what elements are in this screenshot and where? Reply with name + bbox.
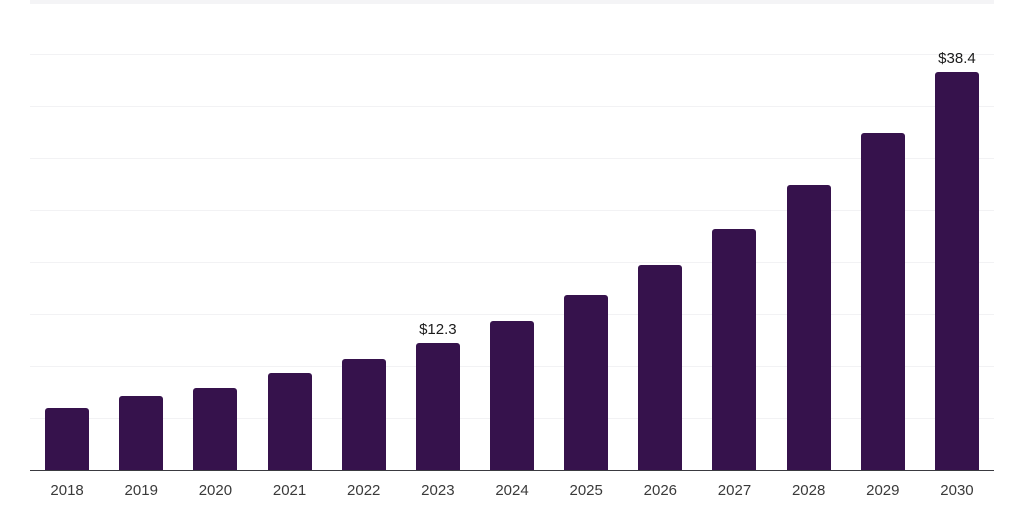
bar-band-2027 — [697, 0, 771, 471]
bar-2019 — [119, 396, 164, 471]
gridline-30 — [30, 158, 994, 159]
x-tick-2020: 2020 — [198, 482, 233, 499]
x-tick-2028: 2028 — [791, 482, 826, 499]
bar-band-2020 — [178, 0, 252, 471]
bar-band-2021 — [252, 0, 326, 471]
bar-band-2022 — [327, 0, 401, 471]
gridline-20 — [30, 262, 994, 263]
bar-band-2029 — [846, 0, 920, 471]
bar-band-2028 — [772, 0, 846, 471]
x-tick-2019: 2019 — [124, 482, 158, 499]
bar-2023 — [415, 343, 460, 471]
bar-band-2019 — [104, 0, 178, 471]
bar-2026 — [638, 265, 683, 471]
bar-2027 — [712, 228, 757, 471]
gridline-40 — [30, 54, 994, 55]
gridline-25 — [30, 210, 994, 211]
bar-band-2024 — [475, 0, 549, 471]
x-tick-2022: 2022 — [347, 482, 381, 499]
bar-band-2018 — [30, 0, 104, 471]
x-axis-labels: 2018 2019 2020 2021 2022 2023 2024 2025 2026 2027… — [30, 481, 994, 501]
x-tick-2029: 2029 — [866, 482, 900, 499]
bar-band-2023: $12.3 — [401, 0, 475, 471]
bar-2021 — [267, 373, 312, 471]
gridline-45 — [30, 0, 994, 4]
x-tick-2023: 2023 — [421, 482, 455, 499]
x-tick-2024: 2024 — [495, 482, 529, 499]
x-tick-2018: 2018 — [50, 482, 84, 499]
x-tick-2021: 2021 — [272, 482, 307, 499]
bar-band-2025 — [549, 0, 623, 471]
x-axis-line — [30, 469, 994, 471]
value-label-2023: $12.3 — [419, 321, 457, 339]
bar-2024 — [490, 321, 535, 471]
x-tick-2025: 2025 — [569, 482, 603, 499]
bar-2030 — [934, 71, 979, 471]
bar-2020 — [193, 387, 238, 471]
bar-2028 — [786, 185, 831, 471]
gridline-35 — [30, 106, 994, 107]
bar-band-2030: $38.4 — [920, 0, 994, 471]
value-label-2030: $38.4 — [938, 49, 976, 67]
x-tick-2026: 2026 — [643, 482, 678, 499]
bar-2029 — [860, 133, 905, 471]
bar-2018 — [45, 407, 90, 471]
bar-band-2026 — [623, 0, 697, 471]
bars-layer: $12.3 $38.4 — [30, 0, 994, 471]
gridline-15 — [30, 314, 994, 315]
bar-2022 — [341, 358, 386, 471]
x-tick-2027: 2027 — [717, 482, 752, 499]
bar-2025 — [564, 295, 609, 471]
x-tick-2030: 2030 — [940, 482, 974, 499]
plot-area: $12.3 $38.4 — [30, 0, 994, 471]
